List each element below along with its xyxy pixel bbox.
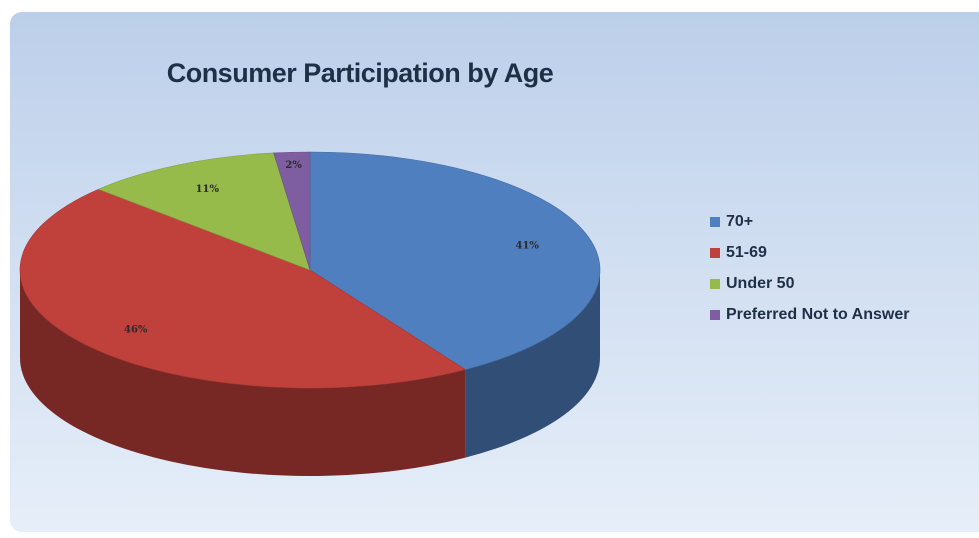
pie-slice-preferred-not-to-answer xyxy=(273,151,311,271)
legend: 70+ 51-69 Under 50 Preferred Not to Answer xyxy=(710,208,909,332)
pie-slice-under-50 xyxy=(97,152,311,271)
pie-side-51-69 xyxy=(20,270,466,476)
pie-chart: 41% 46% 11% 2% xyxy=(19,151,601,476)
legend-swatch xyxy=(710,248,720,258)
legend-item-preferred-not-to-answer: Preferred Not to Answer xyxy=(710,301,909,329)
legend-item-51-69: 51-69 xyxy=(710,239,909,267)
pie-side-70 xyxy=(465,270,600,458)
chart-title: Consumer Participation by Age xyxy=(166,58,554,88)
pie-slice-51-69 xyxy=(19,188,467,389)
legend-label: Under 50 xyxy=(726,275,795,292)
data-label-under-50: 11% xyxy=(196,184,220,195)
legend-swatch xyxy=(710,217,720,227)
legend-label: 70+ xyxy=(726,213,754,230)
data-label-preferred-not-to-answer: 2% xyxy=(285,160,302,171)
legend-swatch xyxy=(710,279,720,289)
legend-item-70: 70+ xyxy=(710,208,909,236)
legend-label: 51-69 xyxy=(726,244,767,261)
data-label-51-69: 46% xyxy=(124,325,148,336)
legend-item-under-50: Under 50 xyxy=(710,270,909,298)
data-label-70: 41% xyxy=(516,240,540,251)
chart-area: Consumer Participation by Age 41% 46% 11% 2… xyxy=(10,12,979,532)
legend-swatch xyxy=(710,310,720,320)
legend-label: Preferred Not to Answer xyxy=(726,306,910,323)
pie-slice-70 xyxy=(309,151,601,370)
